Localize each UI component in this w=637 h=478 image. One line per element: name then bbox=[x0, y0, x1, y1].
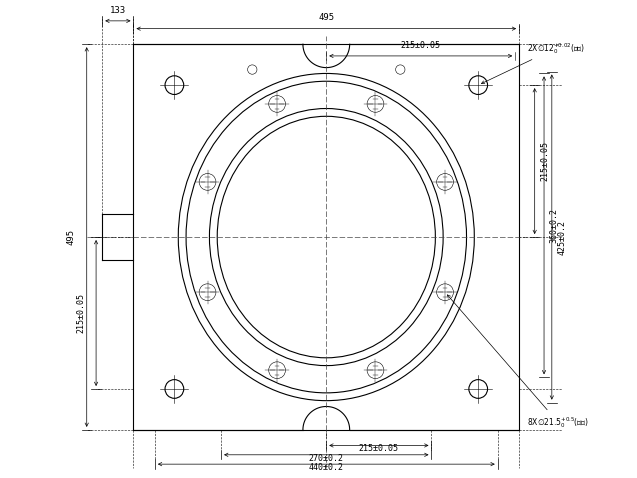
Text: 270±0.2: 270±0.2 bbox=[309, 454, 344, 463]
Text: 425±0.2: 425±0.2 bbox=[557, 219, 566, 255]
Text: 495: 495 bbox=[318, 13, 334, 22]
Text: 8X$\varnothing$21.5$^{+0.5}_{0}$(深孔): 8X$\varnothing$21.5$^{+0.5}_{0}$(深孔) bbox=[447, 295, 589, 430]
Text: 2X$\varnothing$12$^{+0.02}_{0}$(深孔): 2X$\varnothing$12$^{+0.02}_{0}$(深孔) bbox=[482, 41, 585, 84]
Text: 133: 133 bbox=[110, 6, 126, 15]
Text: 495: 495 bbox=[66, 229, 75, 245]
Text: 215±0.05: 215±0.05 bbox=[359, 444, 399, 453]
Text: 215±0.05: 215±0.05 bbox=[540, 141, 549, 181]
Text: 215±0.05: 215±0.05 bbox=[76, 293, 85, 333]
Text: 440±0.2: 440±0.2 bbox=[309, 463, 344, 472]
Text: 215±0.05: 215±0.05 bbox=[401, 42, 441, 51]
Text: 360±0.2: 360±0.2 bbox=[550, 208, 559, 243]
